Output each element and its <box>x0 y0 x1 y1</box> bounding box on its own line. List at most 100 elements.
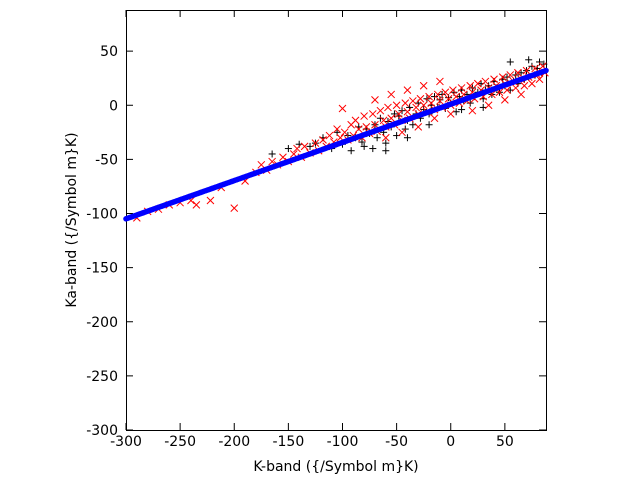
plus-point <box>373 134 381 142</box>
x-point <box>394 110 403 118</box>
y-tick-labels: -300 -250 -200 -150 -100 -50 0 50 <box>86 44 118 439</box>
plus-point <box>360 142 368 150</box>
x-tick-label: 0 <box>446 434 455 450</box>
plus-point <box>479 103 487 111</box>
x-point <box>412 103 420 112</box>
plus-point <box>358 138 366 146</box>
y-tick-label: -250 <box>86 369 118 385</box>
x-tick-label: -200 <box>218 434 250 450</box>
x-point <box>522 66 531 75</box>
x-point <box>425 92 433 101</box>
plus-point <box>452 108 460 116</box>
plus-point <box>506 58 514 66</box>
x-point <box>514 68 522 77</box>
plus-point <box>458 106 466 114</box>
plus-point <box>390 110 398 118</box>
x-point <box>506 71 515 79</box>
x-point <box>481 77 490 86</box>
plus-point <box>525 56 533 64</box>
x-axis-title: K-band ({/Symbol m}K) <box>253 459 418 475</box>
x-point <box>501 95 509 104</box>
x-point <box>368 110 377 118</box>
x-point <box>441 88 450 97</box>
x-point <box>311 139 320 147</box>
x-point <box>384 103 392 112</box>
x-point <box>436 97 444 105</box>
x-point <box>403 86 412 94</box>
x-point <box>528 79 536 88</box>
x-point <box>401 99 410 107</box>
plus-point <box>382 139 390 147</box>
x-point <box>387 114 396 123</box>
x-point <box>279 153 287 162</box>
x-point <box>206 196 215 205</box>
x-point <box>300 142 309 151</box>
y-tick-label: 50 <box>100 44 118 60</box>
y-tick-label: -200 <box>86 315 118 331</box>
x-tick-label: -150 <box>272 434 304 450</box>
plus-point <box>528 62 536 70</box>
x-point <box>446 110 455 118</box>
fit-point <box>543 67 549 74</box>
x-point <box>338 104 347 113</box>
plus-point <box>403 134 411 142</box>
x-point <box>511 84 520 92</box>
x-point <box>416 94 425 103</box>
plus-point <box>503 73 511 81</box>
x-point <box>473 79 482 88</box>
x-point <box>403 107 412 116</box>
x-point <box>230 204 239 212</box>
plus-point <box>506 86 514 94</box>
plus-point <box>436 96 444 104</box>
x-point <box>427 99 436 107</box>
x-point <box>325 131 334 140</box>
axis-ticks <box>125 10 546 431</box>
x-point <box>498 73 507 81</box>
plus-point <box>376 114 384 122</box>
x-point <box>466 81 475 90</box>
y-tick-label: -150 <box>86 261 118 277</box>
y-tick-label: 0 <box>109 98 118 114</box>
x-point <box>433 90 442 99</box>
y-tick-label: -50 <box>95 152 118 168</box>
x-point <box>387 90 396 99</box>
series-2-circle <box>123 67 549 222</box>
plus-point <box>425 121 433 129</box>
x-point <box>398 128 406 137</box>
x-tick-label: 50 <box>496 434 514 450</box>
x-point <box>333 125 341 133</box>
x-point <box>392 101 401 110</box>
x-point <box>319 136 327 144</box>
plus-point <box>536 58 544 66</box>
x-point <box>430 114 439 123</box>
x-tick-label: -300 <box>110 434 142 450</box>
data-marks <box>123 56 549 222</box>
plus-point <box>268 150 276 158</box>
x-point <box>484 101 493 110</box>
plus-point <box>369 145 377 153</box>
x-tick-label: -100 <box>327 434 359 450</box>
x-point <box>419 81 428 90</box>
x-point <box>444 94 453 103</box>
plus-point <box>466 99 474 107</box>
x-point <box>340 128 349 137</box>
x-point <box>468 106 477 115</box>
x-point <box>457 84 466 92</box>
plus-point <box>284 145 292 153</box>
plus-point <box>409 121 417 129</box>
x-point <box>449 86 457 94</box>
x-point <box>379 116 388 125</box>
plus-point <box>382 147 390 155</box>
series-0-plus <box>268 56 548 158</box>
x-point <box>354 125 363 133</box>
x-point <box>490 75 498 84</box>
x-point <box>414 123 423 131</box>
x-point <box>371 95 379 104</box>
x-point <box>535 75 544 84</box>
plot-frame <box>126 10 547 431</box>
x-point <box>371 120 379 129</box>
x-point <box>520 81 529 90</box>
plus-point <box>347 147 355 155</box>
plus-point <box>431 93 439 101</box>
